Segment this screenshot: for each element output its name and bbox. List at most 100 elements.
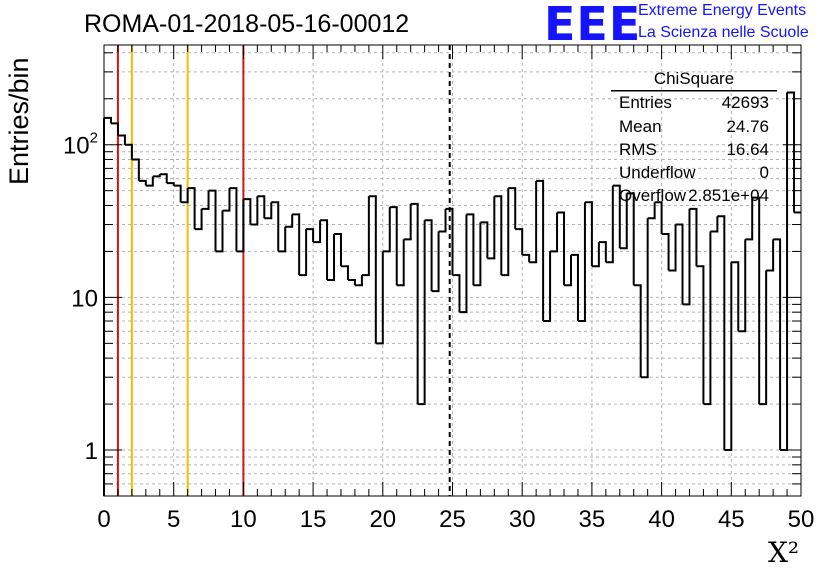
histogram-bin: [689, 207, 698, 267]
histogram-bin: [675, 223, 684, 305]
histogram-bin: [124, 143, 133, 160]
histogram-bin: [633, 284, 642, 378]
histogram-bin: [222, 188, 231, 212]
grid-lines: [104, 45, 801, 496]
histogram-bin: [110, 122, 119, 136]
histogram-bin: [243, 198, 252, 225]
histogram-bin: [522, 253, 531, 263]
histogram-bin: [515, 228, 524, 255]
x-tick-label: 15: [300, 506, 327, 533]
histogram-bin: [278, 226, 287, 253]
histogram-bin: [529, 180, 538, 264]
histogram-bin: [787, 91, 796, 213]
histogram-bin: [647, 202, 656, 220]
histogram-bin: [138, 179, 147, 186]
histogram-bin: [354, 275, 363, 287]
histogram-bin: [438, 208, 447, 233]
histogram-bin: [543, 251, 552, 323]
x-tick-label: 45: [718, 506, 745, 533]
stats-value: 16.64: [726, 140, 769, 159]
x-tick-label: 10: [230, 506, 257, 533]
histogram-bin: [724, 262, 733, 452]
histogram-bin: [564, 254, 572, 287]
stats-value: 2.851e+04: [688, 186, 769, 205]
histogram-bin: [299, 229, 308, 277]
stats-box-title: ChiSquare: [653, 69, 735, 88]
histogram-bin: [501, 188, 510, 277]
histogram-bin: [452, 274, 461, 313]
x-axis-label: X²: [768, 536, 800, 569]
histogram-bin: [640, 218, 649, 379]
histogram-bin: [403, 203, 412, 241]
stats-value: 42693: [721, 93, 769, 112]
histogram-bin: [466, 213, 475, 286]
histogram-bin: [173, 184, 182, 203]
y-tick-label: 10: [71, 285, 98, 312]
histogram-bin: [340, 265, 349, 280]
histogram-bin: [208, 189, 217, 252]
logo-line-1: Extreme Energy Events: [638, 2, 807, 19]
histogram-bin: [180, 188, 189, 204]
histogram-bin: [250, 196, 259, 226]
histogram-bin: [668, 224, 677, 272]
histogram-bin: [612, 184, 621, 249]
histogram-bin: [557, 211, 566, 286]
stats-label: Mean: [619, 117, 662, 136]
histogram-bin: [703, 231, 712, 406]
histogram-bin: [508, 187, 517, 230]
histogram-bin: [445, 207, 454, 276]
histogram-bin: [626, 192, 635, 286]
histogram-bin: [285, 214, 294, 228]
histogram-bin: [773, 238, 782, 451]
histogram-bin: [166, 182, 175, 186]
histogram-bin: [487, 196, 496, 260]
histogram-bin: [145, 176, 154, 187]
histogram-bin: [257, 195, 266, 219]
histogram-bin: [236, 199, 245, 253]
histogram-bin: [591, 242, 600, 268]
stats-value: 0: [759, 163, 769, 182]
tick-labels: 0 5 10 15 20 25 30 35 40 45 50 1 10 102: [63, 130, 814, 533]
x-tick-label: 0: [97, 506, 110, 533]
histogram-bin: [696, 265, 705, 405]
histogram-bin: [731, 261, 740, 332]
histogram-bin: [215, 210, 224, 253]
x-tick-label: 50: [788, 506, 815, 533]
histogram-bin: [654, 201, 663, 235]
histogram-bin: [424, 219, 433, 292]
eee-logo: EEE: [544, 0, 642, 51]
histogram-bin: [361, 196, 370, 277]
histogram-bin: [584, 201, 593, 267]
chart-title: ROMA-01-2018-05-16-00012: [84, 10, 410, 38]
histogram-bin: [738, 239, 747, 333]
histogram-bin: [459, 214, 468, 314]
histogram-bin: [334, 233, 342, 267]
histogram-bin: [410, 202, 419, 405]
histogram-bin: [550, 212, 559, 253]
histogram-bin: [201, 190, 210, 210]
histogram-bin: [598, 241, 607, 263]
histogram-bin: [536, 179, 545, 322]
axis-ticks: [103, 45, 802, 496]
stats-label: Overflow: [619, 186, 687, 205]
histogram-bin: [292, 213, 301, 276]
histogram-bin: [417, 220, 426, 406]
histogram-bin: [313, 220, 322, 244]
histogram-bin: [320, 219, 329, 280]
histogram-bin: [570, 253, 579, 322]
histogram-bin: [710, 216, 719, 233]
stats-label: RMS: [619, 140, 657, 159]
histogram-bin: [152, 174, 161, 178]
histogram-bin: [717, 215, 726, 451]
histogram-bin: [194, 208, 203, 231]
histogram-bin: [780, 92, 789, 452]
y-tick-label: 1: [85, 438, 98, 465]
histogram-bin: [382, 207, 391, 253]
histogram-bin: [619, 193, 628, 250]
histogram-bin: [431, 231, 440, 293]
histogram-bin: [396, 239, 405, 287]
histogram-bin: [577, 202, 586, 323]
stats-label: Entries: [619, 93, 672, 112]
histogram-bin: [389, 206, 398, 286]
